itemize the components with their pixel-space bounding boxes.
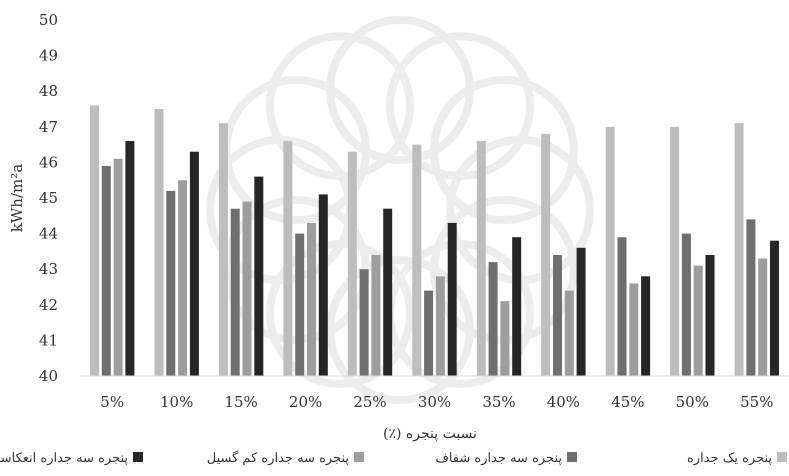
bar-s1-30pct (412, 144, 422, 376)
bar-s3-20pct (307, 222, 316, 376)
bar-s4-35pct (512, 237, 522, 376)
bar-s3-5pct (113, 158, 123, 376)
x-tick-label: 30% (418, 393, 451, 411)
bar-s1-15pct (218, 123, 228, 376)
bar-s4-5pct (125, 141, 135, 376)
bar-s3-35pct (500, 301, 510, 376)
bar-s2-20pct (295, 233, 305, 376)
bar-s1-45pct (605, 126, 615, 376)
y-tick-label: 50 (39, 11, 58, 29)
x-tick-label: 20% (289, 393, 322, 411)
legend-swatch (777, 452, 787, 462)
x-tick-label: 15% (224, 393, 257, 411)
y-tick-label: 40 (39, 367, 58, 385)
x-tick-label: 50% (676, 393, 709, 411)
bar-s1-10pct (154, 109, 164, 376)
bar-s3-15pct (242, 201, 252, 376)
x-tick-label: 5% (100, 393, 124, 411)
bar-s2-15pct (230, 208, 240, 376)
bar-s1-25pct (347, 151, 357, 376)
bar-s3-25pct (371, 255, 381, 376)
y-tick-label: 45 (39, 189, 58, 207)
y-tick-label: 41 (39, 331, 58, 349)
bar-s4-50pct (705, 255, 715, 376)
x-tick-label: 35% (482, 393, 515, 411)
x-axis-label: نسبت پنجره (٪) (383, 426, 477, 442)
bar-s4-20pct (318, 194, 328, 376)
bar-s2-10pct (166, 190, 176, 376)
bar-s4-15pct (254, 176, 264, 376)
bar-s4-10pct (189, 151, 199, 376)
bar-s4-30pct (447, 222, 457, 376)
bar-s3-50pct (693, 265, 703, 376)
bar-s1-40pct (541, 133, 551, 376)
x-tick-label: 45% (611, 393, 644, 411)
bar-s4-40pct (576, 247, 586, 376)
bar-s3-55pct (758, 258, 768, 376)
bars (90, 105, 779, 377)
bar-s1-50pct (670, 126, 680, 376)
x-tick-label: 25% (353, 393, 386, 411)
legend-swatch (354, 452, 364, 462)
bar-s4-55pct (770, 240, 779, 376)
legend-label: پنجره یک جداره (687, 451, 772, 466)
y-tick-label: 43 (39, 260, 58, 278)
y-tick-label: 47 (39, 118, 58, 136)
bar-s1-20pct (283, 141, 293, 376)
legend-swatch (567, 452, 577, 462)
x-axis: 5% 10% 15% 20% 25% 30% 35% 40% 45% 50% 55% (100, 393, 773, 411)
x-tick-label: 40% (547, 393, 580, 411)
bar-s2-35pct (488, 262, 498, 376)
y-tick-label: 48 (39, 82, 58, 100)
bar-s2-30pct (424, 290, 434, 376)
y-tick-label: 49 (39, 47, 58, 65)
y-tick-label: 44 (39, 225, 58, 243)
bar-s3-40pct (564, 290, 574, 376)
bar-s1-5pct (90, 105, 99, 377)
bar-s3-30pct (435, 276, 445, 376)
bar-s3-45pct (629, 283, 639, 376)
x-tick-label: 10% (160, 393, 193, 411)
legend-label: پنجره سه جداره شفاف (435, 451, 562, 466)
bar-s3-10pct (178, 180, 188, 376)
bar-s2-40pct (553, 255, 562, 376)
bar-s2-45pct (617, 237, 627, 376)
bar-s4-25pct (383, 208, 393, 376)
bar-s2-50pct (681, 233, 691, 376)
bar-s1-35pct (476, 141, 486, 376)
bar-s4-45pct (641, 276, 651, 376)
legend-swatch (133, 452, 143, 462)
bar-s2-55pct (746, 219, 756, 376)
bar-s2-25pct (359, 269, 369, 376)
y-axis-label: kWh/m²a (8, 164, 26, 232)
legend-label: پنجره سه جداره کم گسیل (207, 450, 350, 466)
x-tick-label: 55% (740, 393, 773, 411)
bar-s1-55pct (734, 123, 744, 376)
y-tick-label: 46 (39, 153, 58, 171)
bar-s2-5pct (101, 166, 111, 376)
y-axis: 40 41 42 43 44 45 46 47 48 49 50 (39, 11, 58, 385)
legend-label: پنجره سه جداره انعکاسی (0, 451, 128, 466)
legend: پنجره یک جداره پنجره سه جداره شفاف پنجره س… (0, 450, 787, 466)
watermark-logo (206, 16, 594, 404)
y-tick-label: 42 (39, 296, 58, 314)
